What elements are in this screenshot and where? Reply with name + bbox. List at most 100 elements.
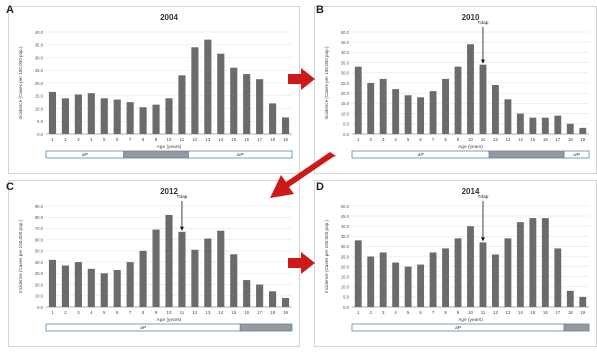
x-tick-label: 16 xyxy=(543,310,548,315)
chart-title: 2014 xyxy=(462,187,480,196)
bar xyxy=(479,64,487,134)
panel-a: 2004 0.0 5.0 10.0 15.0 20.0 25.0 30.0 35.0 40.0 In… xyxy=(8,6,300,174)
x-tick-label: 3 xyxy=(77,137,80,142)
panel-label-c: C xyxy=(6,181,14,193)
bar xyxy=(165,98,173,134)
bar xyxy=(178,75,186,134)
x-tick-label: 4 xyxy=(394,310,397,315)
annotation-label: Tdap xyxy=(478,20,489,26)
x-tick-label: 8 xyxy=(142,137,145,142)
x-tick-label: 13 xyxy=(205,137,210,142)
y-tick-label: 25.0 xyxy=(341,81,350,86)
annotation-label: Tdap xyxy=(478,194,489,200)
bar xyxy=(379,252,387,307)
x-tick-label: 9 xyxy=(457,137,460,142)
x-tick-label: 15 xyxy=(530,310,535,315)
y-tick-label: 10.0 xyxy=(341,111,350,116)
chart-frame xyxy=(8,6,300,174)
vaccine-strip-segment xyxy=(563,323,590,332)
chart-b: 20100.05.010.015.020.025.030.035.040.045… xyxy=(314,6,597,174)
bar xyxy=(191,47,199,134)
x-tick-label: 13 xyxy=(505,137,510,142)
x-tick-label: 4 xyxy=(394,137,397,142)
bar xyxy=(354,66,362,134)
y-tick-label: 0.0 xyxy=(343,132,349,137)
x-tick-label: 8 xyxy=(444,310,447,315)
y-tick-label: 90.0 xyxy=(35,204,44,209)
bar xyxy=(566,290,574,307)
x-tick-label: 11 xyxy=(481,310,486,315)
y-tick-label: 15.0 xyxy=(341,101,350,106)
bar xyxy=(379,78,387,134)
x-axis-label: Age (years) xyxy=(458,144,483,150)
bar xyxy=(126,102,134,134)
chart-a: 2004 0.0 5.0 10.0 15.0 20.0 25.0 30.0 35.0 40.0 In… xyxy=(8,6,300,174)
chart-c: 2012 0.0 10.0 20.0 30.0 40.0 50.0 60.0 70.0 80.0 9… xyxy=(8,180,300,347)
bar xyxy=(467,44,474,134)
vaccine-strip-label: aP xyxy=(82,152,89,158)
panel-b: 2010 0.0 5.0 10.0 15.0 20.0 25.0 30.0 35.0 40.0 45… xyxy=(314,6,597,174)
panel-c: 2012 0.0 10.0 20.0 30.0 40.0 50.0 60.0 70.0 80.0 9… xyxy=(8,180,300,347)
vaccine-strip-segment xyxy=(563,150,590,159)
annotation-arrow-head xyxy=(480,237,485,242)
annotation-label: Tdap xyxy=(176,194,187,200)
bar xyxy=(504,99,512,134)
bar xyxy=(529,117,537,134)
bar xyxy=(429,252,437,307)
bar xyxy=(152,229,160,307)
annotation-arrow-head xyxy=(480,59,485,64)
bar xyxy=(442,78,449,134)
y-tick-label: 25.0 xyxy=(35,68,44,73)
bar xyxy=(243,74,251,134)
bar xyxy=(269,103,277,134)
y-tick-label: 25.0 xyxy=(341,254,350,259)
bar xyxy=(404,95,412,134)
y-tick-label: 30.0 xyxy=(341,244,350,249)
x-tick-label: 7 xyxy=(129,310,132,315)
x-tick-label: 2 xyxy=(369,137,372,142)
x-tick-label: 16 xyxy=(543,137,548,142)
vaccine-strip-label: aP xyxy=(418,152,425,158)
x-tick-label: 14 xyxy=(218,137,223,142)
bar xyxy=(48,259,57,307)
bar xyxy=(74,262,82,307)
bar xyxy=(367,256,375,307)
x-tick-label: 14 xyxy=(518,310,523,315)
bar xyxy=(126,262,134,307)
bar xyxy=(442,248,449,307)
y-tick-label: 15.0 xyxy=(341,275,350,280)
bar xyxy=(217,53,225,134)
x-tick-label: 1 xyxy=(357,310,360,315)
bar xyxy=(492,254,499,307)
y-tick-label: 80.0 xyxy=(35,215,44,220)
bar xyxy=(429,91,437,134)
x-tick-label: 2 xyxy=(369,310,372,315)
vaccine-strip-segment xyxy=(488,150,565,159)
arrow-diagonal-shape xyxy=(270,152,336,198)
x-tick-label: 19 xyxy=(580,137,585,142)
bar xyxy=(492,85,499,134)
bar xyxy=(579,127,587,134)
y-tick-label: 35.0 xyxy=(341,234,350,239)
arrow-diagonal xyxy=(270,152,336,198)
bar xyxy=(404,266,412,307)
bar xyxy=(87,268,95,307)
vaccine-strip-label: wP xyxy=(573,152,580,158)
x-tick-label: 17 xyxy=(257,310,262,315)
x-tick-label: 11 xyxy=(180,310,185,315)
y-tick-label: 50.0 xyxy=(341,204,350,209)
arrow-right-bottom xyxy=(288,252,315,274)
bar xyxy=(152,104,160,134)
x-tick-label: 5 xyxy=(103,310,106,315)
x-tick-label: 6 xyxy=(419,137,422,142)
x-tick-label: 12 xyxy=(192,137,197,142)
bar xyxy=(554,248,562,307)
bar xyxy=(61,265,69,307)
bar xyxy=(354,240,362,307)
x-tick-label: 9 xyxy=(155,137,158,142)
x-tick-label: 19 xyxy=(283,137,288,142)
y-tick-label: 20.0 xyxy=(341,91,350,96)
y-tick-label: 40.0 xyxy=(35,30,44,35)
panel-label-b: B xyxy=(316,4,324,16)
y-tick-label: 10.0 xyxy=(35,106,44,111)
